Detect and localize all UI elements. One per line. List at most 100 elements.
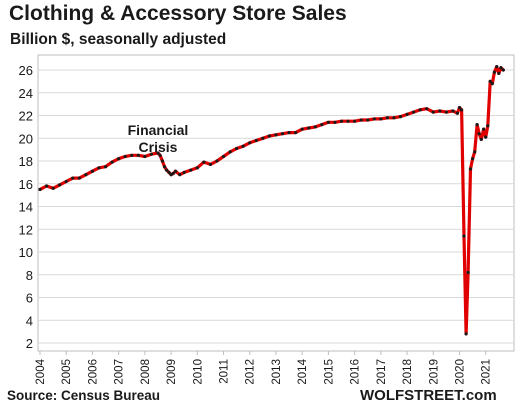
data-point [160,159,165,163]
data-point [372,117,376,121]
data-point [466,270,470,275]
y-tick-label: 20 [19,131,33,146]
data-point [444,110,448,114]
data-point [484,135,488,139]
annotation-financial-crisis: Financial [128,122,189,138]
x-tick-label: 2014 [297,358,309,384]
data-point [58,183,62,187]
data-point [158,153,162,157]
y-tick-label: 4 [26,313,33,328]
data-point [280,132,285,136]
data-point [392,116,396,120]
data-point [464,332,468,336]
data-point [479,137,483,141]
y-tick-label: 10 [19,245,33,260]
x-tick-label: 2018 [402,359,414,385]
data-point [497,71,501,76]
data-point [477,132,481,136]
x-tick-label: 2016 [350,359,362,385]
y-tick-label: 24 [19,86,33,101]
data-point [482,127,486,131]
data-point [379,117,383,121]
x-tick-label: 2021 [481,359,493,385]
plot-frame [37,54,515,352]
series-line [38,64,505,336]
data-point [123,154,127,159]
data-point [117,157,121,161]
data-point [261,136,265,140]
y-tick-label: 12 [19,222,33,237]
data-point [418,108,422,112]
data-point [195,166,199,170]
data-point [353,119,357,123]
data-point [189,168,193,172]
x-tick-label: 2017 [376,359,388,385]
data-point [215,159,219,163]
x-tick-label: 2013 [271,359,283,385]
data-point [248,141,252,145]
annotation-financial-crisis: Crisis [139,139,178,155]
data-point [473,150,477,154]
data-point [110,160,114,164]
brand-label: WOLFSTREET.com [360,387,497,404]
data-point [90,169,95,173]
data-point [130,153,134,157]
data-point [412,110,416,114]
data-point [143,154,147,159]
y-tick-label: 2 [26,336,33,351]
data-point [359,118,363,122]
data-point [254,138,258,143]
data-point [208,162,213,167]
x-tick-label: 2004 [35,358,47,384]
data-point [162,165,167,169]
data-point [202,160,206,164]
source-note: Source: Census Bureau [7,388,161,403]
data-point [488,79,492,83]
data-point [84,173,88,177]
data-point [136,153,140,157]
y-tick-label: 8 [26,268,33,283]
data-point [156,151,160,155]
data-point [471,157,475,161]
data-point [221,154,226,159]
data-point [320,123,324,127]
data-point [405,112,409,116]
x-tick-label: 2006 [87,359,99,385]
data-point [455,111,459,115]
data-point [462,234,466,238]
data-point [333,120,337,124]
x-tick-label: 2008 [140,359,152,385]
data-point [501,68,505,72]
data-point [459,108,464,112]
data-point [171,171,175,176]
data-point [492,70,496,74]
data-point [165,168,169,172]
data-point [346,119,350,123]
x-tick-label: 2011 [219,359,231,384]
data-point [71,176,75,180]
data-point [167,170,171,174]
data-point [235,146,239,151]
data-point [385,116,389,120]
data-point [468,167,473,171]
data-point [294,130,298,135]
y-tick-label: 18 [19,154,33,169]
data-point [241,144,245,148]
x-tick-label: 2012 [245,359,257,385]
data-point [425,107,429,111]
data-point [182,170,186,174]
data-point [287,130,291,135]
data-point [178,173,182,177]
x-tick-label: 2020 [454,359,466,385]
chart-title: Clothing & Accessory Store Sales [9,2,347,25]
data-point [173,169,178,173]
data-point [451,109,455,113]
data-point [499,66,503,70]
data-point [475,123,479,127]
y-tick-label: 22 [19,109,33,124]
y-tick-label: 6 [26,291,33,306]
data-point [64,179,68,184]
data-point [339,119,344,123]
y-tick-label: 26 [19,63,33,78]
